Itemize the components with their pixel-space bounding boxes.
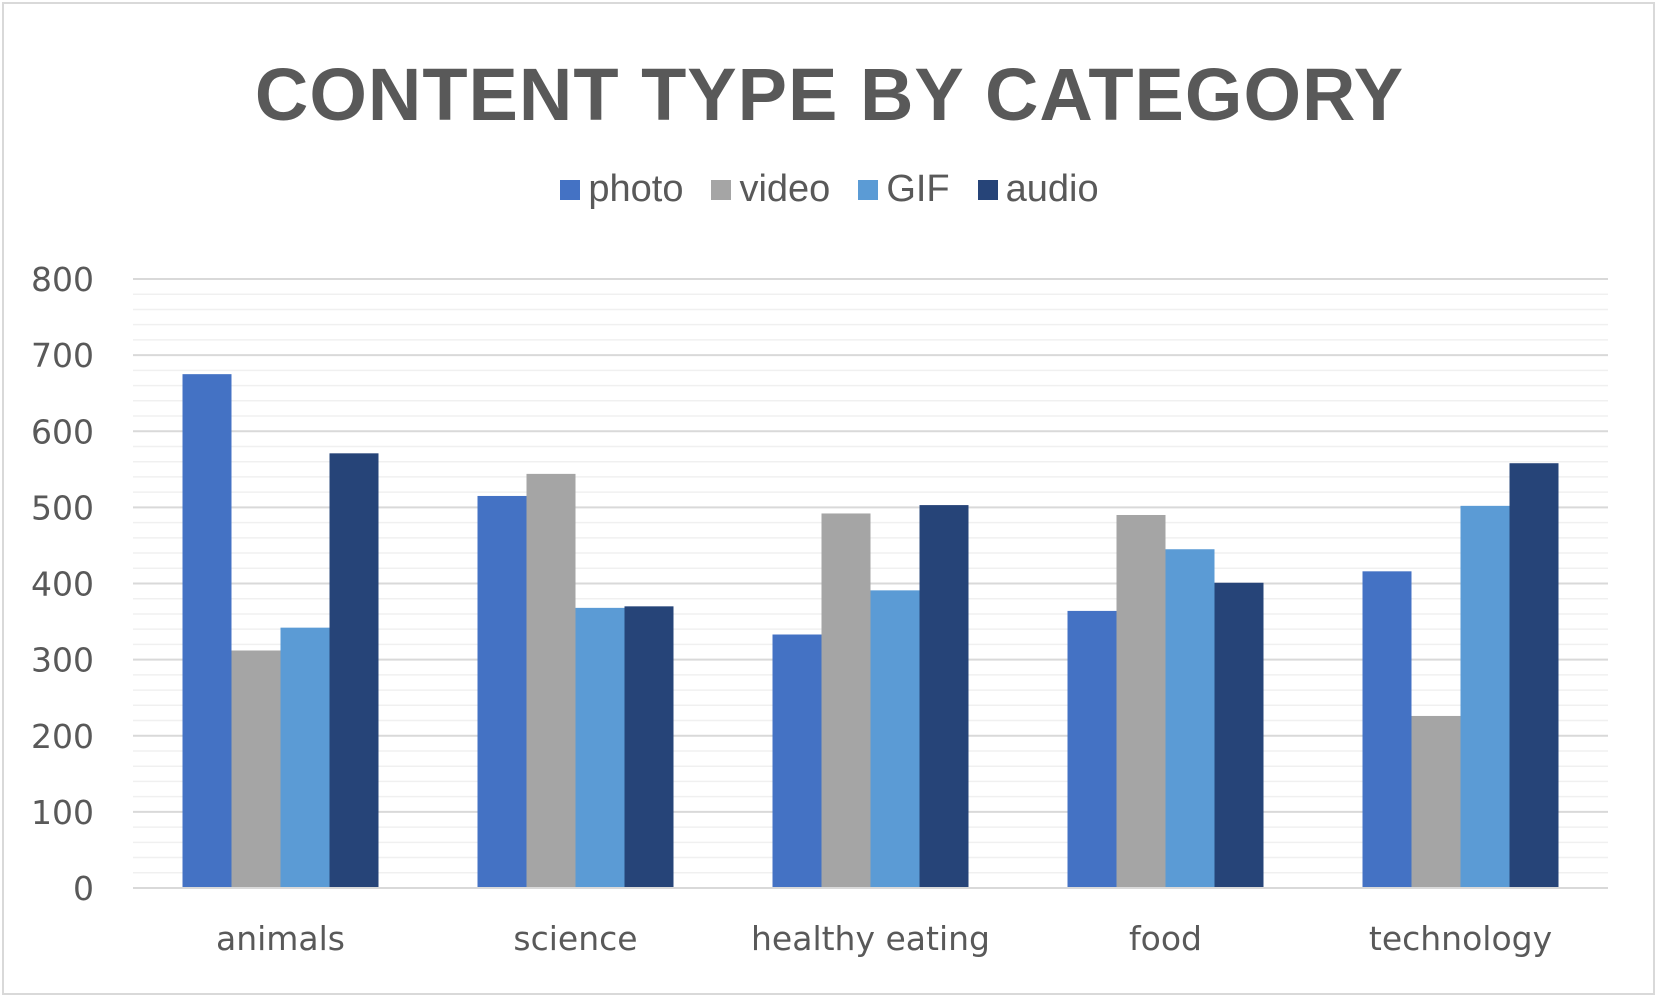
bars: [182, 374, 1559, 888]
legend-swatch-video: [711, 179, 732, 200]
bar-video-food: [1116, 514, 1166, 888]
y-tick-label: 300: [31, 641, 94, 680]
x-tick-label: science: [513, 919, 637, 958]
y-tick-label: 400: [31, 565, 94, 604]
legend-swatch-gif: [858, 179, 879, 200]
y-tick-label: 700: [31, 336, 94, 375]
bar-video-healthy-eating: [821, 513, 871, 888]
x-tick-label: food: [1129, 919, 1202, 958]
bar-audio-science: [624, 606, 674, 888]
bar-gif-animals: [280, 627, 330, 888]
legend-label-gif: GIF: [886, 168, 950, 210]
bar-photo-science: [477, 495, 527, 888]
y-tick-label: 500: [31, 488, 94, 527]
legend-swatch-photo: [560, 179, 581, 200]
x-tick-label: animals: [216, 919, 345, 958]
bar-gif-science: [575, 607, 625, 888]
legend-label-audio: audio: [1005, 168, 1099, 210]
y-tick-label: 200: [31, 717, 94, 756]
y-tick-label: 100: [31, 793, 94, 832]
x-axis-tick-labels: animals science healthy eating food technolo…: [216, 919, 1552, 958]
bar-audio-technology: [1509, 463, 1559, 888]
y-tick-label: 800: [31, 260, 94, 299]
bar-gif-food: [1165, 549, 1215, 888]
x-tick-label: technology: [1369, 919, 1552, 958]
legend-item-video: video: [711, 168, 830, 211]
legend-label-video: video: [739, 168, 831, 210]
legend-label-photo: photo: [588, 168, 684, 210]
bar-photo-food: [1067, 610, 1117, 888]
y-tick-label: 600: [31, 412, 94, 451]
chart-title: CONTENT TYPE BY CATEGORY: [254, 53, 1405, 136]
legend-item-photo: photo: [560, 168, 683, 211]
bar-video-animals: [231, 650, 281, 888]
bar-gif-healthy-eating: [870, 590, 920, 888]
bar-photo-healthy-eating: [772, 634, 822, 888]
x-tick-label: healthy eating: [751, 919, 990, 958]
bar-gif-technology: [1460, 505, 1510, 888]
y-axis-tick-labels: 0 100 200 300 400 500 600 700 800: [31, 260, 94, 908]
legend-swatch-audio: [977, 179, 998, 200]
y-tick-label: 0: [73, 869, 94, 908]
legend-item-gif: GIF: [858, 168, 950, 211]
bar-audio-food: [1214, 582, 1264, 888]
bar-audio-animals: [329, 453, 379, 888]
bar-photo-animals: [182, 374, 232, 888]
bar-video-technology: [1411, 715, 1461, 888]
bar-audio-healthy-eating: [919, 505, 969, 888]
bar-photo-technology: [1362, 571, 1412, 888]
bar-video-science: [526, 473, 576, 888]
legend-item-audio: audio: [977, 168, 1099, 211]
legend: photo video GIF audio: [0, 168, 1659, 211]
